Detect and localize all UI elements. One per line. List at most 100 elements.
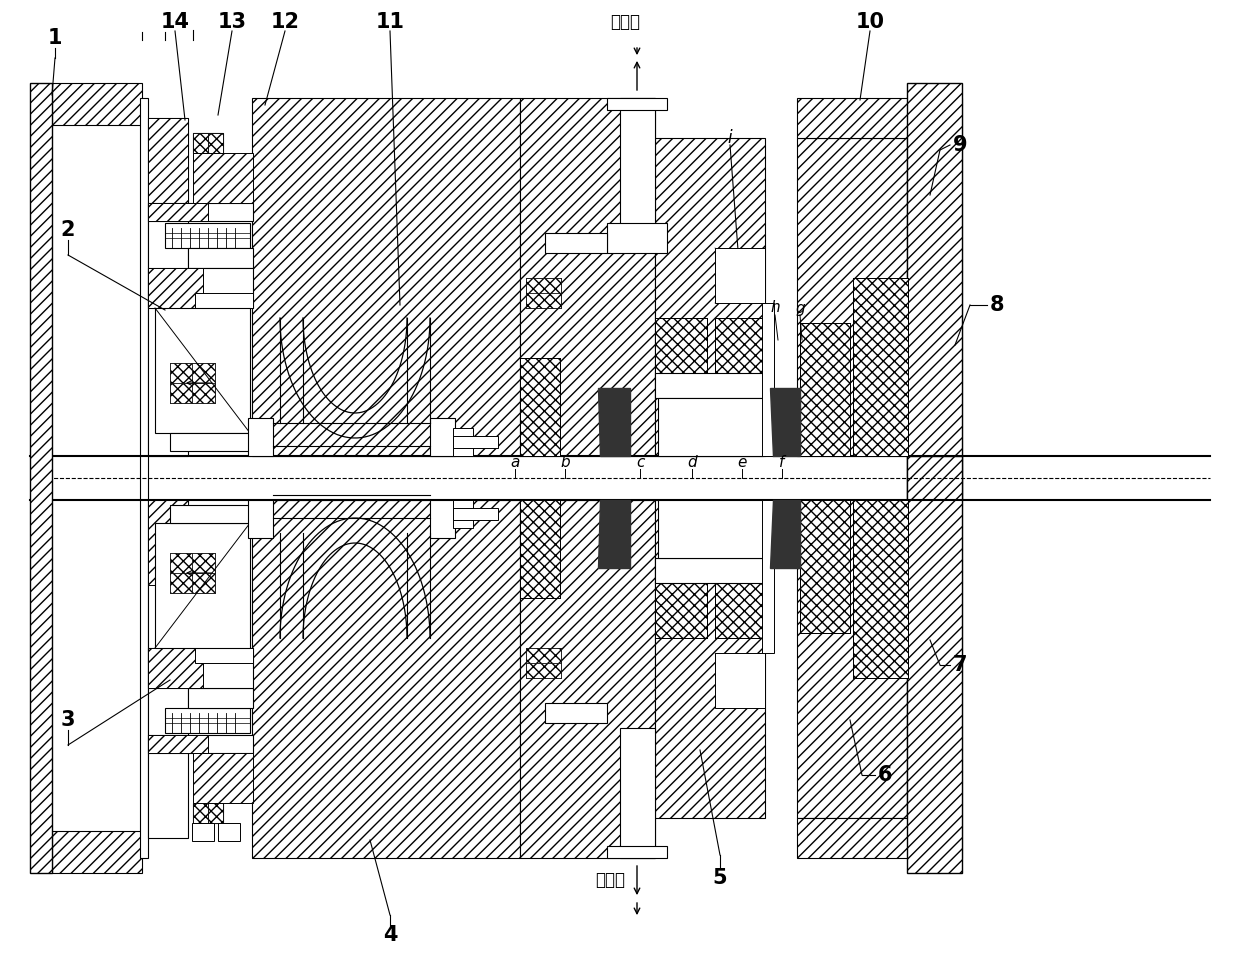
Text: 进水口: 进水口 <box>595 871 624 889</box>
Bar <box>715 248 764 303</box>
Bar <box>800 323 850 456</box>
Bar <box>155 523 250 648</box>
Bar <box>165 223 250 248</box>
Bar <box>170 553 216 593</box>
Bar <box>527 663 561 678</box>
Bar <box>165 708 250 733</box>
Bar <box>193 753 253 803</box>
Bar <box>195 648 253 663</box>
Bar <box>520 98 655 456</box>
Bar <box>655 318 707 373</box>
Text: a: a <box>510 454 519 469</box>
Text: 2: 2 <box>61 220 76 240</box>
Text: 11: 11 <box>375 12 404 32</box>
Bar <box>527 293 561 308</box>
Text: 1: 1 <box>48 28 62 48</box>
Bar <box>170 505 252 523</box>
Text: 13: 13 <box>218 12 247 32</box>
Bar <box>797 98 961 138</box>
Bar <box>170 433 252 451</box>
Bar <box>852 278 908 456</box>
Bar <box>520 500 655 858</box>
Bar <box>800 500 850 633</box>
Bar <box>170 573 192 593</box>
Bar <box>147 118 188 456</box>
Bar <box>208 133 223 153</box>
Bar <box>797 138 907 456</box>
Text: b: b <box>560 454 570 469</box>
Bar <box>195 293 253 308</box>
Bar <box>607 98 667 110</box>
Bar <box>800 500 850 633</box>
Bar <box>762 303 774 456</box>
Text: 5: 5 <box>712 868 727 888</box>
Bar <box>655 500 764 818</box>
Bar <box>715 318 764 373</box>
Text: c: c <box>636 454 644 469</box>
Bar <box>655 138 764 456</box>
Text: 14: 14 <box>161 12 190 32</box>
Bar <box>208 803 223 823</box>
Text: 9: 9 <box>953 135 968 155</box>
Bar <box>620 728 655 858</box>
Bar <box>715 653 764 708</box>
Bar <box>800 323 850 456</box>
Bar <box>147 648 253 688</box>
Bar <box>193 803 223 823</box>
Text: e: e <box>737 454 747 469</box>
Bar <box>430 500 455 538</box>
Text: g: g <box>795 300 805 315</box>
Bar <box>192 383 216 403</box>
Polygon shape <box>598 388 629 456</box>
Bar <box>430 418 455 456</box>
Text: 4: 4 <box>383 925 398 945</box>
Bar <box>907 500 961 818</box>
Bar <box>155 308 250 433</box>
Text: 7: 7 <box>953 655 968 675</box>
Bar <box>607 223 667 253</box>
Bar <box>762 500 774 653</box>
Bar <box>658 398 763 456</box>
Bar <box>658 500 763 558</box>
Polygon shape <box>769 388 800 456</box>
Text: 12: 12 <box>270 12 300 32</box>
Bar <box>620 98 655 228</box>
Polygon shape <box>769 500 800 568</box>
Bar <box>527 278 561 308</box>
Bar <box>907 456 961 873</box>
Bar <box>852 500 908 678</box>
Bar <box>147 500 188 585</box>
Bar <box>147 203 253 221</box>
Bar <box>715 583 764 638</box>
Bar <box>797 500 907 818</box>
Bar <box>170 363 216 403</box>
Bar <box>52 831 142 873</box>
Polygon shape <box>252 500 520 858</box>
Bar <box>188 248 253 268</box>
Bar <box>715 583 764 638</box>
Bar <box>797 818 961 858</box>
Bar <box>520 358 560 456</box>
Polygon shape <box>598 500 629 568</box>
Bar <box>170 383 192 403</box>
Bar <box>527 648 561 663</box>
Bar <box>170 363 192 383</box>
Text: f: f <box>779 454 784 469</box>
Bar <box>545 703 607 723</box>
Bar <box>852 500 908 678</box>
Bar <box>193 153 253 203</box>
Bar <box>453 436 498 448</box>
Bar <box>907 83 961 500</box>
Bar <box>655 583 707 638</box>
Bar <box>193 803 208 823</box>
Bar <box>520 500 560 598</box>
Bar <box>193 133 223 153</box>
Bar <box>188 688 253 708</box>
Bar <box>527 278 561 293</box>
Bar <box>192 553 216 573</box>
Text: 出水口: 出水口 <box>610 13 641 31</box>
Bar <box>248 418 273 456</box>
Bar <box>655 558 764 583</box>
Bar <box>147 268 203 308</box>
Text: 10: 10 <box>855 12 885 32</box>
